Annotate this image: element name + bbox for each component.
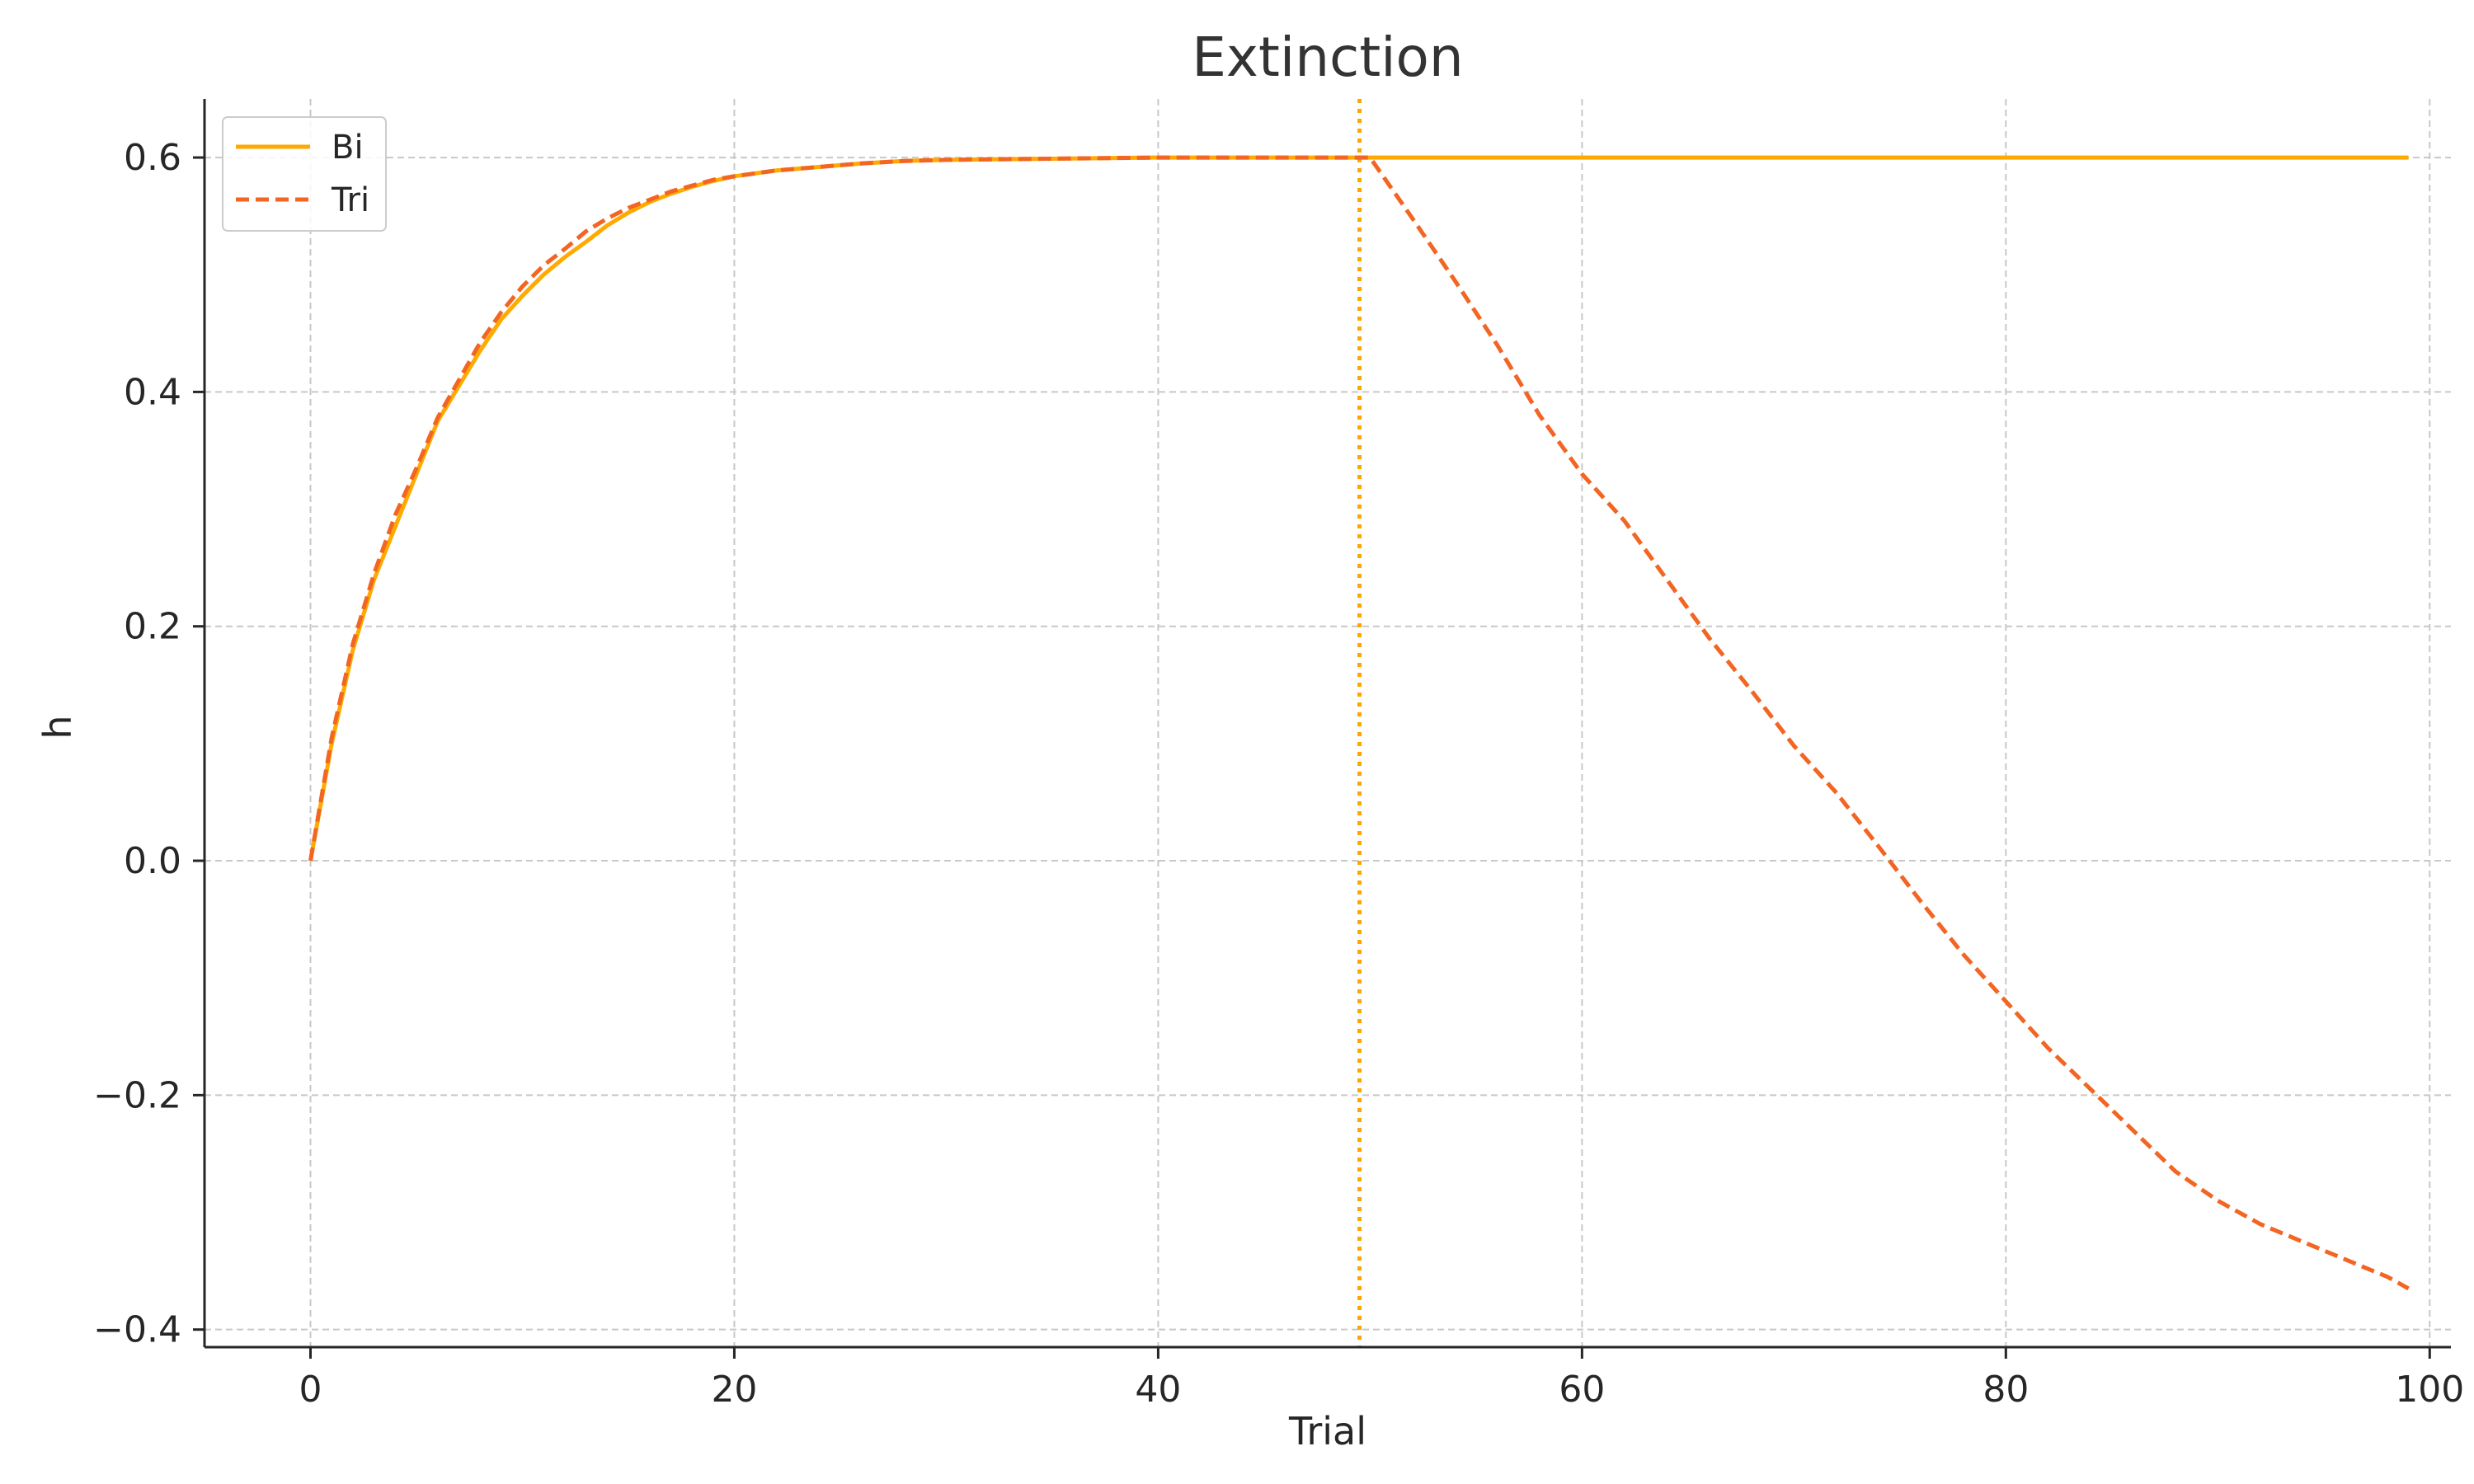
y-tick-label: 0.6 — [124, 137, 181, 179]
y-tick-label: −0.2 — [93, 1074, 181, 1116]
axes — [203, 99, 2451, 1349]
x-tick-label: 60 — [1559, 1369, 1605, 1411]
x-tick-label: 100 — [2395, 1369, 2464, 1411]
x-tick-label: 40 — [1135, 1369, 1181, 1411]
ticks: 0 20 40 60 80 100 −0.4 −0.2 0.0 0.2 0.4 0.6 — [93, 137, 2464, 1411]
y-tick-label: 0.4 — [124, 371, 181, 413]
x-tick-label: 80 — [1982, 1369, 2029, 1411]
legend: Bi Tri — [222, 116, 387, 232]
y-tick-label: 0.2 — [124, 606, 181, 648]
x-tick-label: 0 — [299, 1369, 322, 1411]
y-tick-label: 0.0 — [124, 840, 181, 882]
chart-title: Extinction — [1192, 26, 1464, 89]
x-tick-label: 20 — [711, 1369, 757, 1411]
legend-label-bi: Bi — [332, 129, 364, 167]
legend-label-tri: Tri — [331, 181, 369, 219]
y-tick-label: −0.4 — [93, 1309, 181, 1351]
x-axis-label: Trial — [1288, 1409, 1366, 1453]
y-axis-label: h — [35, 715, 80, 739]
series-layer — [308, 155, 2410, 1291]
